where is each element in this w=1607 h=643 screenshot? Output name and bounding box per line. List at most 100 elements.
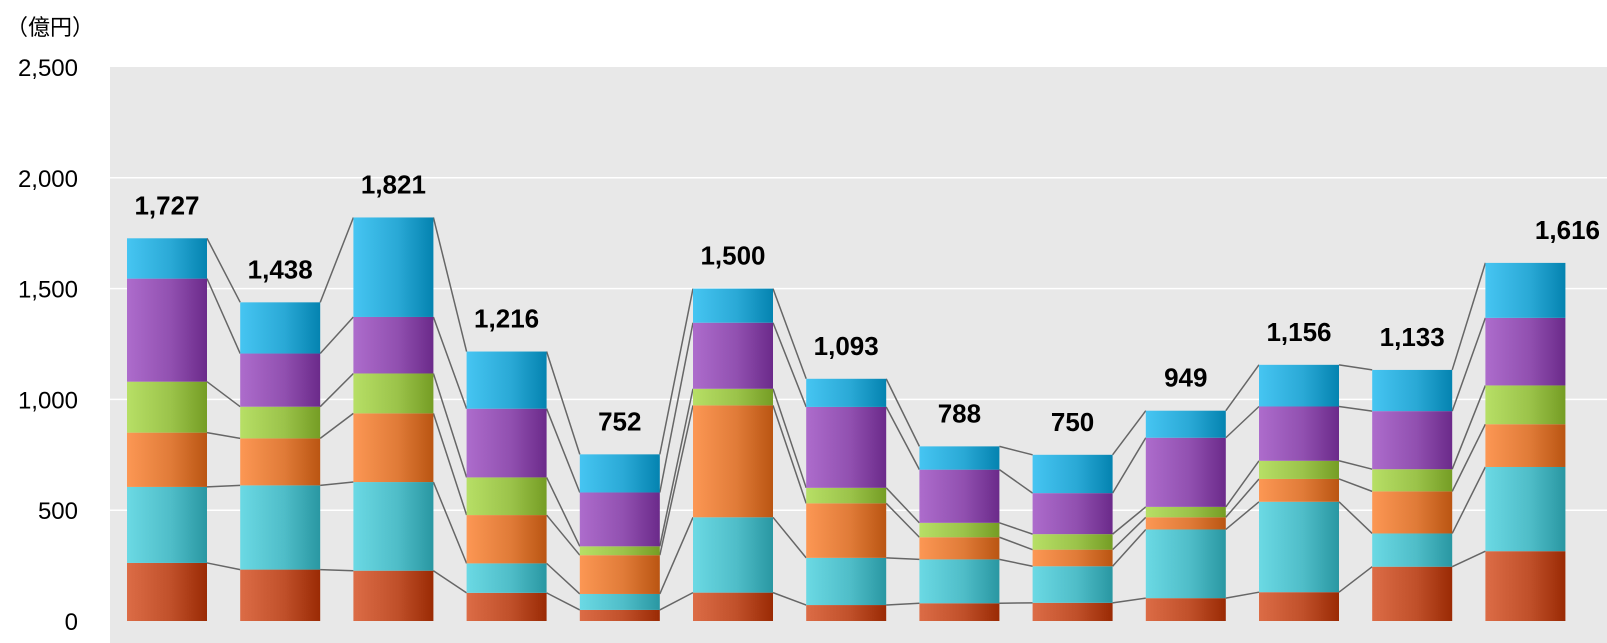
connector-line: [1451, 385, 1487, 470]
bar-segment: [1259, 592, 1339, 621]
connector-line: [432, 413, 468, 516]
connector-line: [659, 516, 694, 595]
connector-line: [1338, 460, 1373, 470]
connector-line: [1338, 566, 1373, 593]
bar-segment: [693, 517, 773, 593]
connector-line: [1451, 550, 1486, 568]
connector-line: [772, 516, 807, 559]
bar-segment: [806, 605, 887, 621]
connector-line: [432, 570, 468, 594]
connector-line: [772, 591, 807, 606]
bar-segment: [1372, 469, 1453, 492]
connector-line: [1338, 501, 1373, 535]
connector-line: [545, 408, 581, 493]
bars: [127, 217, 1566, 621]
connector-line: [999, 558, 1033, 567]
bar-segment: [579, 454, 660, 493]
connector-line: [1225, 478, 1260, 518]
connector-line: [1451, 317, 1487, 412]
connector-line: [772, 288, 807, 380]
connector-line: [886, 557, 920, 561]
bar-segment: [240, 406, 321, 439]
connector-line: [659, 405, 694, 556]
bar-segment: [1259, 501, 1339, 593]
bar-segment: [353, 373, 434, 414]
bar-segment: [240, 302, 321, 354]
bar-segment: [693, 405, 773, 518]
bar-total-label: 949: [1164, 363, 1207, 393]
connector-line: [659, 288, 694, 455]
bar-segment: [1485, 317, 1566, 386]
connector-line: [206, 562, 241, 571]
connector-line: [432, 316, 468, 409]
bar-segment: [1145, 529, 1226, 599]
bar-segment: [1032, 493, 1113, 535]
bar-segment: [353, 570, 434, 621]
connector-line: [659, 591, 694, 611]
connector-line: [1112, 506, 1147, 535]
bar-segment: [1032, 602, 1113, 621]
bar-segment: [806, 503, 887, 558]
connector-line: [1451, 262, 1487, 371]
y-tick-label: 0: [65, 609, 78, 636]
bar-segment: [1372, 533, 1453, 567]
connector-line: [1112, 516, 1147, 551]
connector-line: [999, 522, 1033, 535]
bar-segment: [806, 557, 887, 606]
connector-line: [1225, 460, 1260, 508]
connector-line: [319, 316, 354, 355]
connector-line: [772, 388, 807, 489]
connector-line: [772, 405, 807, 504]
connector-line: [999, 445, 1033, 456]
connector-line: [885, 378, 921, 447]
bar-segment: [579, 492, 660, 547]
connector-line: [1338, 405, 1373, 412]
bar-segment: [1485, 385, 1566, 425]
y-tick-label: 500: [38, 498, 78, 525]
bar-total-label: 1,500: [700, 241, 765, 271]
y-axis-ticks: 0 500 1,000 1,500 2,000 2,500: [18, 55, 78, 636]
bar-segment: [693, 288, 773, 323]
bar-segment: [1485, 262, 1566, 318]
bar-segment: [353, 316, 434, 374]
bar-segment: [127, 432, 207, 487]
connector-line: [1111, 437, 1147, 494]
bar-segment: [1145, 598, 1226, 621]
connector-line: [545, 351, 581, 455]
bar-segment: [1259, 406, 1339, 461]
y-axis-unit-label: （億円）: [6, 15, 95, 40]
connector-line: [319, 217, 355, 303]
connector-line: [998, 469, 1034, 494]
connector-line: [885, 487, 920, 524]
connector-line: [885, 406, 921, 470]
bar-segment: [1485, 466, 1566, 552]
connector-line: [1225, 364, 1260, 412]
bar-segment: [127, 486, 207, 563]
bar-segment: [1145, 506, 1226, 518]
bar-segment: [1372, 411, 1453, 470]
bar-segment: [1032, 534, 1113, 550]
connector-line: [432, 481, 468, 564]
bar-segment: [127, 381, 207, 433]
y-tick-label: 2,500: [18, 55, 78, 82]
connector-line: [206, 278, 241, 354]
bar-segment: [353, 413, 434, 483]
connector-line: [1451, 423, 1487, 492]
bar-segment: [919, 446, 1000, 470]
connector-line: [999, 536, 1033, 551]
bar-segment: [579, 546, 660, 556]
bar-total-label: 1,133: [1380, 322, 1445, 352]
bar-segment: [240, 438, 321, 486]
bar-segment: [1259, 460, 1339, 479]
bar-segment: [1145, 410, 1226, 438]
bar-total-label: 752: [598, 406, 641, 436]
connector-line: [1112, 528, 1147, 567]
connector-line: [319, 412, 354, 440]
bar-segment: [466, 408, 547, 478]
connector-line: [206, 237, 241, 303]
bar-segment: [353, 482, 434, 571]
bar-segment: [919, 537, 1000, 560]
connector-line: [1451, 466, 1487, 534]
connector-line: [546, 514, 581, 556]
